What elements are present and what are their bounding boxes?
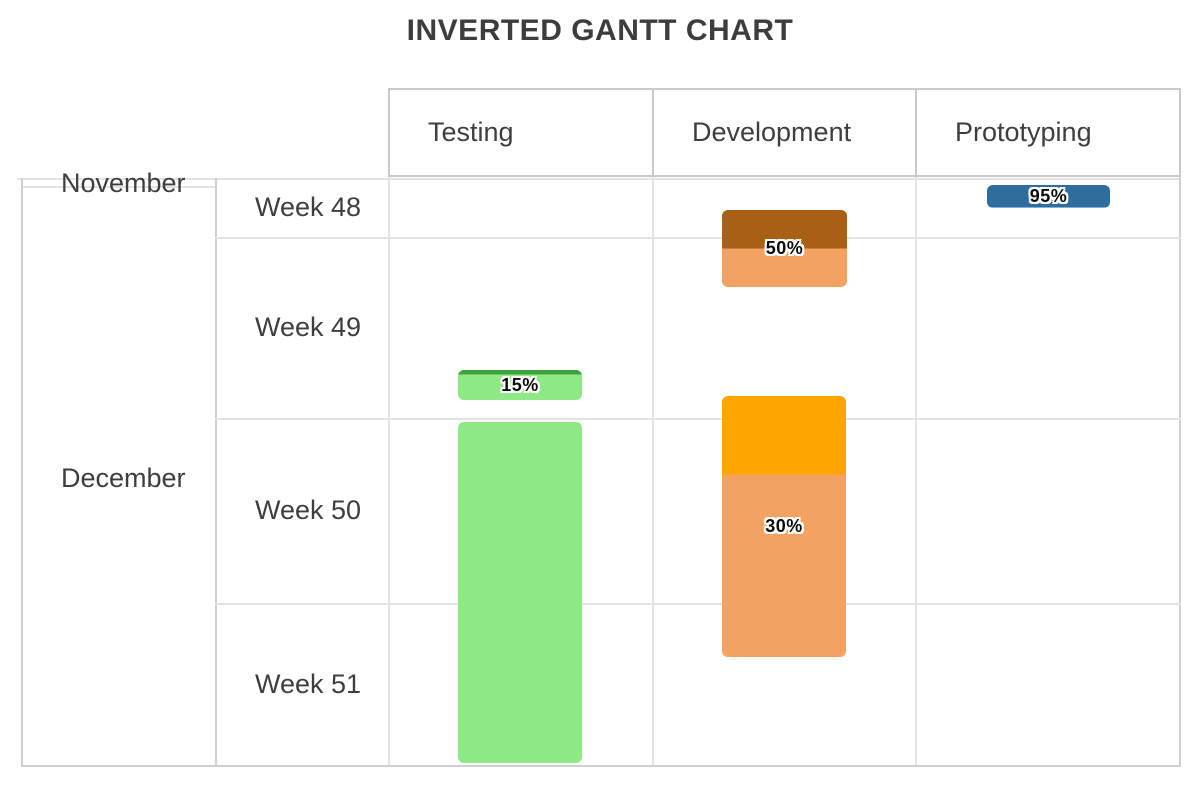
week-label-51: Week 51 xyxy=(215,603,388,765)
week-49-text: Week 49 xyxy=(255,312,362,342)
column-header-development-label: Development xyxy=(692,117,852,147)
bar-percent-label: 50% xyxy=(765,238,804,258)
week-label-50: Week 50 xyxy=(215,418,388,603)
week-51-text: Week 51 xyxy=(255,668,362,699)
grid-line-chart-top xyxy=(17,178,1181,180)
month-label-november: November xyxy=(21,166,215,200)
column-header-prototyping-label: Prototyping xyxy=(955,117,1092,147)
grid-line-week48-week49 xyxy=(215,237,1181,239)
column-header-prototyping: Prototyping xyxy=(915,88,1181,177)
week-50-text: Week 50 xyxy=(255,495,362,525)
grid-line-week50-week51 xyxy=(215,603,1181,605)
grid-line-chart-bottom xyxy=(21,765,1181,767)
gantt-bar-testing-2[interactable]: 15% xyxy=(458,370,582,400)
column-header-testing: Testing xyxy=(388,88,654,177)
week-label-48: Week 48 xyxy=(215,177,388,237)
grid-line-month-week-divider xyxy=(215,178,217,767)
grid-line-week49-week50 xyxy=(215,418,1181,420)
grid-line-left-border xyxy=(21,178,23,767)
column-header-development: Development xyxy=(652,88,917,177)
grid-line-week-task-divider xyxy=(388,177,390,767)
gantt-bar-testing-4[interactable] xyxy=(458,422,582,763)
gantt-bar-prototyping-0[interactable]: 95% xyxy=(987,185,1110,208)
gantt-bar-development-1[interactable]: 50% xyxy=(722,210,847,287)
grid-line-col-testing-development xyxy=(652,177,654,767)
gantt-bar-development-3[interactable]: 30% xyxy=(722,396,846,657)
month-november-text: November xyxy=(61,167,186,198)
grid-line-month-split xyxy=(21,186,215,188)
grid-line-right-border xyxy=(1179,177,1181,767)
week-label-49: Week 49 xyxy=(215,237,388,418)
column-header-testing-label: Testing xyxy=(428,117,514,147)
bar-percent-label: 15% xyxy=(501,374,539,395)
chart-title: INVERTED GANTT CHART xyxy=(406,14,794,47)
bar-percent-label: 30% xyxy=(765,516,803,536)
grid-line-col-development-prototyping xyxy=(915,177,917,767)
week-48-text: Week 48 xyxy=(255,191,362,222)
bar-percent-label: 95% xyxy=(1029,186,1068,206)
month-december-text: December xyxy=(61,462,186,493)
month-label-december: December xyxy=(21,461,215,495)
